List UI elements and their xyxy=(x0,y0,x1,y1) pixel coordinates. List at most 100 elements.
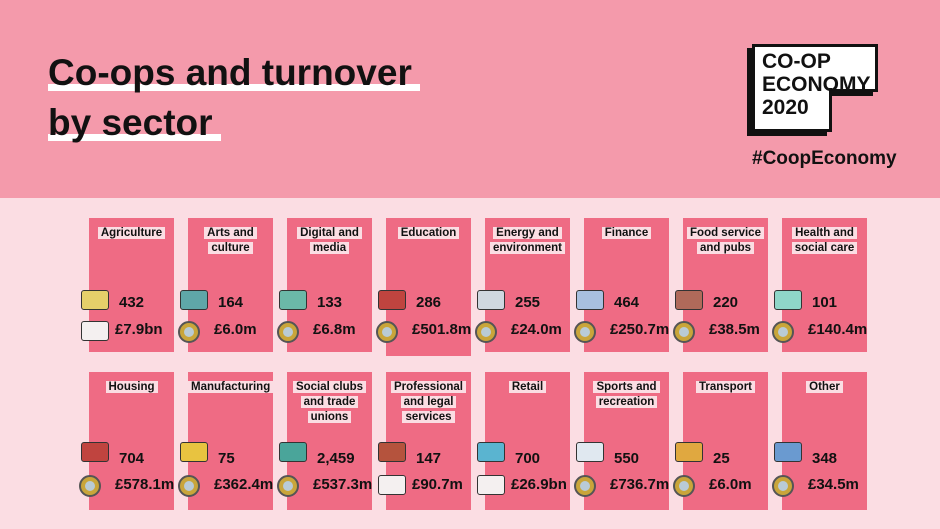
turnover-value: £6.0m xyxy=(214,321,257,338)
turnover-value: £6.0m xyxy=(709,476,752,493)
coop-count: 348 xyxy=(812,450,838,467)
turnover-value: £537.3m xyxy=(313,476,373,493)
sector-card: Social clubs and trade unions 2,459 £537… xyxy=(277,372,373,510)
books-icon xyxy=(378,290,406,310)
card-icon xyxy=(477,442,505,462)
turnover-value: £90.7m xyxy=(412,476,463,493)
sector-card: Arts and culture 164 £6.0m xyxy=(178,218,273,352)
coop-count: 550 xyxy=(614,450,640,467)
ping-pong-table-icon xyxy=(279,442,307,462)
coop-count: 464 xyxy=(614,294,640,311)
hay-bale-icon xyxy=(81,290,109,310)
sector-label: Health and social care xyxy=(782,226,867,256)
coin-icon xyxy=(376,321,398,343)
turnover-value: £250.7m xyxy=(610,321,670,338)
sector-card: Education 286 £501.8m xyxy=(376,218,472,356)
sector-card: Transport 25 £6.0m xyxy=(673,372,768,510)
coop-count: 133 xyxy=(317,294,343,311)
gear-icon xyxy=(180,442,208,462)
house-icon xyxy=(81,442,109,462)
coin-icon xyxy=(574,475,596,497)
sector-card: Sports and recreation 550 £736.7m xyxy=(574,372,670,510)
cow-icon xyxy=(81,321,109,341)
sector-label: Housing xyxy=(89,380,174,395)
sector-label: Energy and environment xyxy=(485,226,570,256)
coin-icon xyxy=(574,321,596,343)
page-title: Co-ops and turnover by sector xyxy=(48,48,420,148)
coop-count: 704 xyxy=(119,450,145,467)
sector-label: Sports and recreation xyxy=(584,380,669,410)
sector-card: Agriculture 432 £7.9bn xyxy=(81,218,174,352)
sector-label: Professional and legal services xyxy=(386,380,471,425)
sector-label: Agriculture xyxy=(89,226,174,241)
title-line-2: by sector xyxy=(48,98,221,148)
turnover-value: £26.9bn xyxy=(511,476,567,493)
pub-icon xyxy=(675,290,703,310)
coop-count: 432 xyxy=(119,294,145,311)
medical-cross-icon xyxy=(774,290,802,310)
piggy-bank-icon xyxy=(576,290,604,310)
coin-icon xyxy=(673,475,695,497)
coin-icon xyxy=(79,475,101,497)
sector-label: Arts and culture xyxy=(188,226,273,256)
turnover-value: £501.8m xyxy=(412,321,472,338)
coin-icon xyxy=(277,475,299,497)
coop-count: 700 xyxy=(515,450,541,467)
gavel-icon xyxy=(378,442,406,462)
coop-count: 101 xyxy=(812,294,838,311)
sector-card: Retail 700 £26.9bn xyxy=(477,372,570,510)
sector-card: Energy and environment 255 £24.0m xyxy=(475,218,570,352)
sector-card: Digital and media 133 £6.8m xyxy=(277,218,372,352)
coin-icon xyxy=(772,321,794,343)
coop-count: 255 xyxy=(515,294,541,311)
coop-count: 164 xyxy=(218,294,244,311)
blocks-icon xyxy=(774,442,802,462)
sector-card: Manufacturing 75 £362.4m xyxy=(178,372,274,510)
sector-card: Housing 704 £578.1m xyxy=(79,372,175,510)
cow-icon xyxy=(477,475,505,495)
coin-icon xyxy=(178,475,200,497)
coop-count: 75 xyxy=(218,450,235,467)
sector-label: Digital and media xyxy=(287,226,372,256)
sector-label: Retail xyxy=(485,380,570,395)
sector-card: Other 348 £34.5m xyxy=(772,372,867,510)
turnover-value: £38.5m xyxy=(709,321,760,338)
coin-icon xyxy=(178,321,200,343)
turnover-value: £362.4m xyxy=(214,476,274,493)
coin-icon xyxy=(277,321,299,343)
painting-icon xyxy=(180,290,208,310)
coop-count: 2,459 xyxy=(317,450,355,467)
turnover-value: £6.8m xyxy=(313,321,356,338)
title-line-1: Co-ops and turnover xyxy=(48,48,420,98)
cow-icon xyxy=(378,475,406,495)
sector-label: Manufacturing xyxy=(188,380,274,395)
coop-economy-logo: CO-OP ECONOMY 2020 xyxy=(752,44,892,136)
coin-icon xyxy=(475,321,497,343)
people-icon xyxy=(279,290,307,310)
turnover-value: £34.5m xyxy=(808,476,859,493)
sailboat-icon xyxy=(576,442,604,462)
sector-label: Social clubs and trade unions xyxy=(287,380,372,425)
sector-label: Other xyxy=(782,380,867,395)
turnover-value: £24.0m xyxy=(511,321,562,338)
coop-count: 25 xyxy=(713,450,730,467)
sector-card: Finance 464 £250.7m xyxy=(574,218,670,352)
coop-count: 220 xyxy=(713,294,739,311)
coin-icon xyxy=(673,321,695,343)
sector-card: Food service and pubs 220 £38.5m xyxy=(673,218,768,352)
sector-label: Finance xyxy=(584,226,669,241)
sector-card: Professional and legal services 147 £90.… xyxy=(378,372,471,510)
tram-icon xyxy=(675,442,703,462)
turnover-value: £736.7m xyxy=(610,476,670,493)
coin-icon xyxy=(772,475,794,497)
sector-label: Transport xyxy=(683,380,768,395)
sector-card: Health and social care 101 £140.4m xyxy=(772,218,868,352)
coop-count: 286 xyxy=(416,294,442,311)
sector-label: Education xyxy=(386,226,471,241)
turnover-value: £140.4m xyxy=(808,321,868,338)
hashtag: #CoopEconomy xyxy=(752,148,897,169)
sector-label: Food service and pubs xyxy=(683,226,768,256)
coop-count: 147 xyxy=(416,450,442,467)
turnover-value: £578.1m xyxy=(115,476,175,493)
wind-turbine-icon xyxy=(477,290,505,310)
